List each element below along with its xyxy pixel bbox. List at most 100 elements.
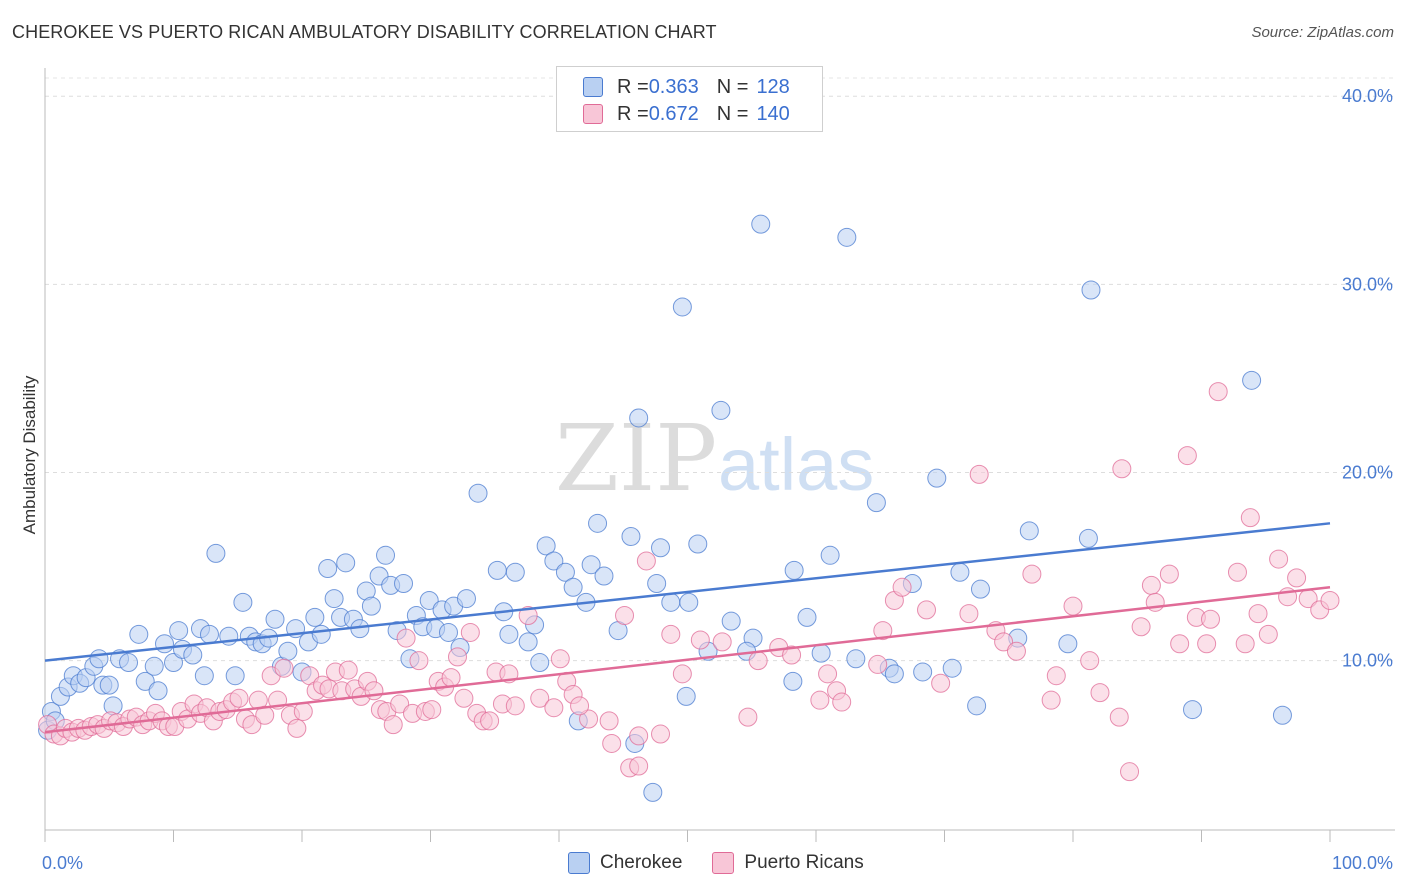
point-cherokee: [311, 624, 331, 644]
point-cherokee: [1081, 280, 1101, 300]
source-note: Source: ZipAtlas.com: [1251, 24, 1394, 41]
legend-item-cherokee[interactable]: Cherokee: [568, 852, 682, 874]
legend-label-cherokee: Cherokee: [600, 852, 683, 873]
y-tick-label: 30.0%: [1342, 274, 1393, 294]
point-cherokee: [820, 545, 840, 565]
y-tick-label: 10.0%: [1342, 651, 1393, 671]
point-cherokee: [148, 681, 168, 701]
y-tick-label: 20.0%: [1342, 463, 1393, 483]
point-cherokee: [336, 553, 356, 573]
point-puerto-ricans: [1287, 568, 1307, 588]
point-puerto-ricans: [672, 664, 692, 684]
point-cherokee: [651, 538, 671, 558]
trendline-cherokee: [44, 522, 1331, 662]
point-cherokee: [643, 782, 663, 802]
stats-row-puerto-ricans: R = 0.672 N = 140: [583, 102, 790, 126]
point-puerto-ricans: [1090, 683, 1110, 703]
point-puerto-ricans: [287, 718, 307, 738]
point-cherokee: [676, 686, 696, 706]
point-cherokee: [499, 624, 519, 644]
point-cherokee: [305, 607, 325, 627]
point-puerto-ricans: [629, 726, 649, 746]
tick-labels: 10.0% 20.0% 30.0% 40.0% 0.0% 100.0%: [42, 86, 1393, 873]
point-puerto-ricans: [460, 622, 480, 642]
point-puerto-ricans: [338, 660, 358, 680]
point-cherokee: [970, 579, 990, 599]
legend-swatch-cherokee: [568, 852, 590, 874]
point-cherokee: [837, 227, 857, 247]
point-cherokee: [194, 666, 214, 686]
trend-layer: [44, 522, 1331, 734]
point-cherokee: [169, 621, 189, 641]
point-cherokee: [456, 589, 476, 609]
stats-legend: R = 0.363 N = 128 R = 0.672 N = 140: [556, 66, 823, 132]
point-cherokee: [555, 562, 575, 582]
point-puerto-ricans: [1197, 634, 1217, 654]
point-cherokee: [581, 555, 601, 575]
point-puerto-ricans: [602, 733, 622, 753]
point-puerto-ricans: [832, 692, 852, 712]
point-cherokee: [394, 574, 414, 594]
n-label: N =: [716, 102, 749, 125]
n-value: 140: [756, 102, 790, 125]
legend-swatch-puerto-ricans: [712, 852, 735, 874]
n-value: 128: [756, 75, 790, 98]
point-cherokee: [927, 468, 947, 488]
point-puerto-ricans: [1041, 690, 1061, 710]
point-puerto-ricans: [1046, 666, 1066, 686]
point-puerto-ricans: [994, 632, 1014, 652]
point-cherokee: [183, 645, 203, 665]
point-puerto-ricans: [599, 711, 619, 731]
point-cherokee: [647, 574, 667, 594]
point-cherokee: [967, 696, 987, 716]
point-puerto-ricans: [1170, 634, 1190, 654]
point-puerto-ricans: [550, 649, 570, 669]
point-cherokee: [563, 577, 583, 597]
point-puerto-ricans: [931, 673, 951, 693]
point-puerto-ricans: [274, 658, 294, 678]
point-puerto-ricans: [1080, 651, 1100, 671]
watermark-atlas: atlas: [718, 423, 874, 506]
point-cherokee: [846, 649, 866, 669]
point-puerto-ricans: [712, 632, 732, 652]
point-cherokee: [866, 493, 886, 513]
point-cherokee: [164, 653, 183, 673]
point-cherokee: [721, 611, 741, 631]
series-puerto-ricans: [38, 382, 1340, 782]
point-puerto-ricans: [480, 711, 500, 731]
point-cherokee: [672, 297, 692, 317]
point-cherokee: [950, 562, 970, 582]
point-cherokee: [1078, 528, 1098, 548]
point-cherokee: [661, 592, 681, 612]
stats-row-cherokee: R = 0.363 N = 128: [583, 75, 790, 99]
point-puerto-ricans: [505, 696, 525, 716]
swatch-puerto-ricans: [583, 104, 603, 124]
point-cherokee: [225, 666, 245, 686]
point-cherokee: [536, 536, 556, 556]
point-cherokee: [1242, 370, 1262, 390]
point-cherokee: [89, 649, 109, 669]
point-puerto-ricans: [651, 724, 671, 744]
point-puerto-ricans: [383, 715, 403, 735]
point-cherokee: [233, 592, 253, 612]
point-puerto-ricans: [818, 664, 838, 684]
point-puerto-ricans: [636, 551, 656, 571]
point-cherokee: [468, 483, 488, 503]
point-puerto-ricans: [1159, 564, 1179, 584]
point-cherokee: [419, 590, 439, 610]
point-puerto-ricans: [441, 668, 461, 688]
point-puerto-ricans: [782, 645, 802, 665]
r-label: R =: [617, 75, 649, 98]
swatch-cherokee: [583, 77, 603, 97]
point-cherokee: [1058, 634, 1078, 654]
point-puerto-ricans: [1269, 549, 1289, 569]
point-puerto-ricans: [447, 647, 467, 667]
legend-item-puerto-ricans[interactable]: Puerto Ricans: [712, 852, 864, 874]
x-tick-label: 0.0%: [42, 853, 83, 873]
point-puerto-ricans: [422, 700, 442, 720]
r-value: 0.363: [648, 75, 699, 98]
point-puerto-ricans: [1063, 596, 1083, 616]
point-cherokee: [783, 671, 803, 691]
point-puerto-ricans: [690, 630, 710, 650]
point-puerto-ricans: [1258, 624, 1278, 644]
